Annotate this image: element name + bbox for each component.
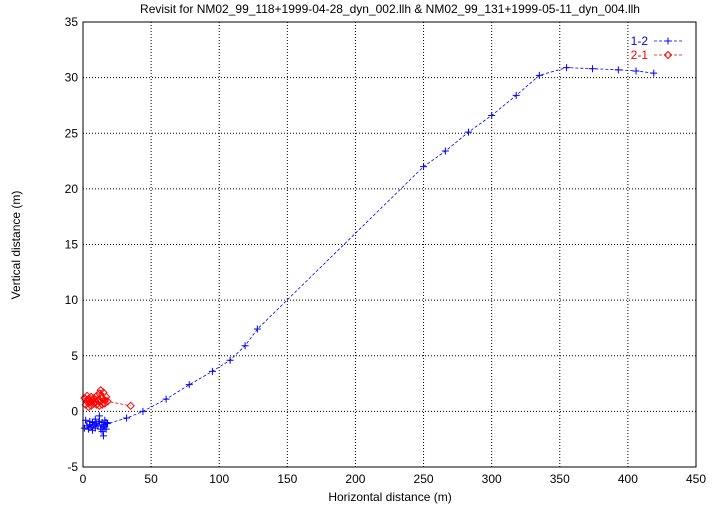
data-point — [98, 427, 106, 435]
data-point — [465, 128, 473, 136]
data-point — [512, 91, 520, 99]
x-tick-label: 250 — [414, 472, 434, 486]
y-tick-label: 35 — [65, 15, 79, 29]
series-2-1 — [80, 386, 135, 412]
y-tick-label: 30 — [65, 71, 79, 85]
data-point — [102, 419, 110, 426]
x-tick-label: 300 — [482, 472, 502, 486]
data-point — [420, 163, 428, 171]
x-tick-label: 200 — [345, 472, 365, 486]
plot-frame — [82, 21, 697, 468]
data-point — [91, 415, 99, 423]
series-line — [84, 67, 654, 436]
x-tick-label: 450 — [686, 472, 706, 486]
y-tick-label: 25 — [65, 126, 79, 140]
x-tick-label: 400 — [618, 472, 638, 486]
x-axis-label: Horizontal distance (m) — [328, 490, 451, 504]
data-point — [588, 65, 596, 73]
data-point — [103, 397, 112, 406]
data-point — [185, 381, 193, 389]
x-tick-label: 150 — [277, 472, 297, 486]
y-tick-label: 20 — [65, 182, 79, 196]
data-point — [104, 420, 112, 428]
data-point — [563, 64, 571, 72]
data-point — [101, 392, 111, 402]
y-tick-label: -5 — [67, 460, 78, 474]
data-point — [91, 397, 100, 406]
data-point — [208, 367, 216, 375]
y-tick-label: 10 — [65, 293, 79, 307]
data-point — [664, 37, 672, 45]
legend-label: 2-1 — [631, 48, 649, 62]
data-point — [441, 147, 449, 155]
series-layer — [80, 64, 658, 440]
y-tick-label: 0 — [71, 404, 78, 418]
data-point — [139, 407, 147, 415]
y-tick-label: 15 — [65, 238, 79, 252]
data-point — [92, 391, 101, 401]
grid — [83, 22, 696, 467]
tick-layer: 0 50 100 150 200 250 300 350 400 450-505101520253… — [65, 15, 707, 486]
series-1-2 — [80, 64, 658, 440]
data-point — [614, 66, 622, 74]
data-point — [84, 402, 93, 412]
data-point — [535, 71, 543, 79]
data-point — [663, 50, 673, 60]
x-tick-label: 50 — [144, 472, 158, 486]
data-point — [488, 111, 496, 119]
data-point — [650, 69, 658, 77]
legend-label: 1-2 — [631, 34, 649, 48]
chart-title: Revisit for NM02_99_118+1999-04-28_dyn_0… — [140, 2, 640, 16]
data-point — [241, 342, 249, 350]
data-point — [99, 432, 107, 440]
data-point — [162, 395, 170, 403]
x-tick-label: 100 — [209, 472, 229, 486]
data-point — [102, 425, 110, 433]
data-point — [88, 396, 97, 405]
x-tick-label: 350 — [550, 472, 570, 486]
data-point — [123, 414, 131, 422]
data-point — [226, 356, 234, 364]
data-point — [100, 399, 110, 408]
data-point — [126, 401, 135, 411]
data-point — [253, 325, 261, 333]
data-point — [632, 67, 640, 75]
x-tick-label: 0 — [80, 472, 87, 486]
y-axis-label: Vertical distance (m) — [9, 191, 23, 300]
legend: 1-22-1 — [631, 34, 682, 62]
y-tick-label: 5 — [71, 349, 78, 363]
data-point — [89, 393, 99, 403]
